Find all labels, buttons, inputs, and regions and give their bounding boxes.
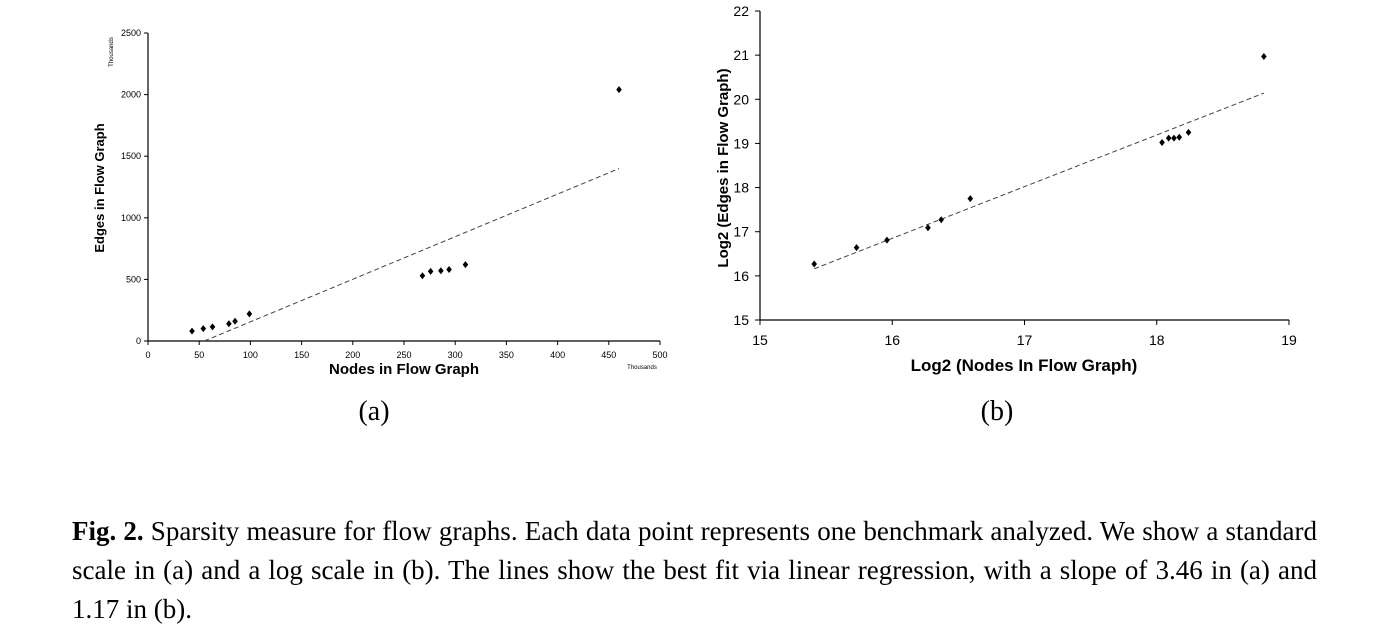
caption-label: Fig. 2. <box>72 516 144 546</box>
x-tick-label: 250 <box>396 350 411 360</box>
data-point <box>446 266 452 274</box>
data-point <box>419 272 426 280</box>
regression-line <box>814 92 1265 270</box>
chart-b-x-axis-title: Log2 (Nodes In Flow Graph) <box>911 356 1138 375</box>
data-point <box>1171 134 1177 142</box>
x-tick-label: 16 <box>884 332 900 348</box>
x-tick-label: 350 <box>499 350 514 360</box>
data-point <box>438 267 444 275</box>
y-tick-label: 2500 <box>121 28 141 38</box>
data-point <box>1165 134 1172 142</box>
data-point <box>246 310 253 318</box>
x-tick-label: 15 <box>752 332 768 348</box>
chart-b: 15 16 17 18 19 15 16 17 18 19 20 21 22 Log2 (Nodes I… <box>715 3 1297 427</box>
data-point <box>925 224 931 232</box>
x-tick-label: 17 <box>1017 332 1033 348</box>
data-point <box>1185 128 1192 136</box>
y-tick-label: 16 <box>733 268 749 284</box>
data-point <box>189 327 195 335</box>
data-point <box>811 260 818 268</box>
data-point <box>1159 139 1165 147</box>
y-tick-label: 20 <box>733 91 749 107</box>
y-tick-label: 15 <box>733 312 749 328</box>
data-point <box>232 317 238 325</box>
x-tick-label: 150 <box>294 350 309 360</box>
figure-canvas: 0 50 100 150 200 250 300 350 400 450 500 0 500 1000 15… <box>92 3 1297 427</box>
x-tick-label: 18 <box>1149 332 1165 348</box>
caption-text: Sparsity measure for flow graphs. Each d… <box>72 516 1318 624</box>
regression-line <box>204 168 620 342</box>
x-tick-label: 100 <box>243 350 258 360</box>
data-point <box>427 267 434 275</box>
x-tick-label: 50 <box>194 350 204 360</box>
chart-a-panel-label: (a) <box>358 396 389 427</box>
y-tick-label: 0 <box>136 336 141 346</box>
y-tick-label: 19 <box>733 135 749 151</box>
data-point <box>462 261 469 269</box>
chart-a: 0 50 100 150 200 250 300 350 400 450 500 0 500 1000 15… <box>92 28 668 427</box>
y-tick-label: 18 <box>733 180 749 196</box>
data-point <box>853 244 860 252</box>
data-point <box>226 320 232 328</box>
data-point <box>209 323 216 331</box>
chart-a-x-axis-title: Nodes in Flow Graph <box>329 361 479 378</box>
data-point <box>616 86 622 94</box>
chart-a-y-axis-title: Edges in Flow Graph <box>92 123 107 252</box>
x-tick-label: 400 <box>550 350 565 360</box>
y-tick-label: 21 <box>733 47 749 63</box>
x-tick-label: 450 <box>601 350 616 360</box>
x-tick-label: 500 <box>652 350 667 360</box>
y-tick-label: 1500 <box>121 151 141 161</box>
x-tick-label: 200 <box>345 350 360 360</box>
chart-b-marks: 15 16 17 18 19 15 16 17 18 19 20 21 22 <box>733 3 1297 348</box>
y-tick-label: 22 <box>733 3 749 19</box>
figure-caption: Fig. 2. Sparsity measure for flow graphs… <box>72 512 1317 629</box>
x-tick-label: 0 <box>145 350 150 360</box>
y-tick-label: 2000 <box>121 90 141 100</box>
y-tick-label: 500 <box>126 274 141 284</box>
data-point <box>967 195 974 203</box>
data-point <box>1176 133 1183 141</box>
x-tick-label: 19 <box>1281 332 1297 348</box>
data-point <box>200 325 207 333</box>
chart-a-marks: 0 50 100 150 200 250 300 350 400 450 500 0 500 1000 15… <box>121 28 668 360</box>
chart-b-y-axis-title: Log2 (Edges in Flow Graph) <box>715 68 732 267</box>
y-tick-label: 1000 <box>121 213 141 223</box>
data-point <box>1261 52 1267 60</box>
chart-a-x-unit-label: Thousands <box>627 365 657 371</box>
x-tick-label: 300 <box>448 350 463 360</box>
data-point <box>938 216 944 224</box>
chart-b-panel-label: (b) <box>981 396 1014 427</box>
data-point <box>884 236 890 244</box>
y-tick-label: 17 <box>733 224 749 240</box>
chart-a-y-unit-label: Thousands <box>109 37 115 67</box>
